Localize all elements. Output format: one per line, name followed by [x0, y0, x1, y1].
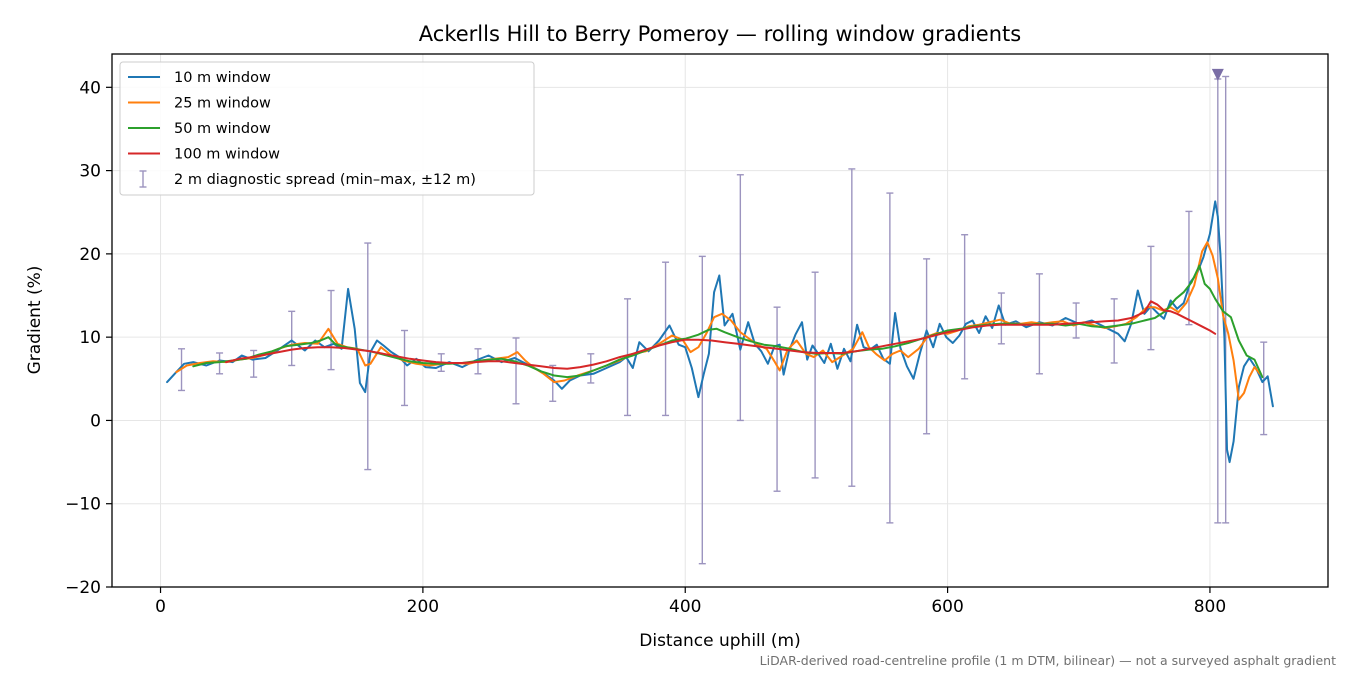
legend-item-100-m-window: 100 m window [128, 147, 280, 163]
x-tick-label: 800 [1194, 597, 1226, 617]
spread-errorbar [587, 353, 595, 384]
spread-errorbar [773, 306, 781, 492]
spread-errorbar [327, 289, 335, 371]
spread-errorbar [923, 258, 931, 435]
spread-errorbar [736, 174, 744, 422]
legend-item-2-m-diagnostic-spread-min-max-12-m: 2 m diagnostic spread (min–max, ±12 m) [139, 170, 476, 188]
x-tick-label: 200 [407, 597, 439, 617]
x-tick-label: 600 [931, 597, 963, 617]
x-axis-label: Distance uphill (m) [639, 631, 800, 651]
spread-errorbar [1072, 302, 1080, 339]
series-line-25-m-window [175, 241, 1261, 401]
legend-label: 2 m diagnostic spread (min–max, ±12 m) [174, 172, 476, 188]
legend-item-25-m-window: 25 m window [128, 96, 271, 112]
spread-errorbar [811, 271, 819, 479]
chart-footnote: LiDAR-derived road-centreline profile (1… [760, 653, 1336, 668]
spread-errorbar [1260, 341, 1268, 436]
y-tick-label: 40 [79, 78, 101, 98]
y-tick-label: 0 [90, 411, 101, 431]
spread-errorbar [848, 168, 856, 487]
peak-marker-triangle [1211, 68, 1224, 81]
legend-label: 25 m window [174, 96, 271, 112]
y-axis-label: Gradient (%) [25, 266, 45, 375]
spread-errorbar [512, 337, 520, 405]
x-tick-label: 0 [155, 597, 166, 617]
chart-title: Ackerlls Hill to Berry Pomeroy — rolling… [419, 22, 1021, 46]
annotation-markers [1211, 68, 1224, 81]
legend-label: 10 m window [174, 70, 271, 86]
legend-label: 100 m window [174, 147, 280, 163]
spread-errorbar [1222, 75, 1230, 524]
x-tick-label: 400 [669, 597, 701, 617]
spread-errorbar [1147, 245, 1155, 351]
legend-item-10-m-window: 10 m window [128, 70, 271, 86]
plot-area-frame [111, 53, 1329, 588]
y-tick-label: −10 [65, 495, 101, 515]
series-line-100-m-window [225, 300, 1217, 370]
x-axis-ticks: 0 200 400 600 800 [155, 587, 1226, 617]
spread-errorbar [250, 349, 258, 378]
spread-errorbar [288, 310, 296, 367]
spread-errorbar [961, 234, 969, 380]
y-tick-label: 10 [79, 328, 101, 348]
chart-legend: 10 m window 25 m window 50 m window 100 m w… [119, 61, 535, 196]
y-axis-ticks: −20 −10 0 10 20 30 40 [65, 78, 112, 598]
spread-errorbar [364, 242, 372, 471]
spread-errorbar [1185, 210, 1193, 326]
y-tick-label: 30 [79, 162, 101, 182]
legend-item-50-m-window: 50 m window [128, 121, 271, 137]
series-line-10-m-window [166, 200, 1274, 464]
spread-errorbar [216, 352, 224, 375]
spread-errorbar [698, 255, 706, 565]
spread-errorbar [549, 364, 557, 402]
legend-box [119, 61, 535, 196]
y-tick-label: 20 [79, 245, 101, 265]
y-tick-label: −20 [65, 578, 101, 598]
legend-label: 50 m window [174, 121, 271, 137]
spread-errorbar [401, 329, 409, 407]
series-lines [166, 200, 1274, 464]
spread-errorbar [997, 292, 1005, 345]
